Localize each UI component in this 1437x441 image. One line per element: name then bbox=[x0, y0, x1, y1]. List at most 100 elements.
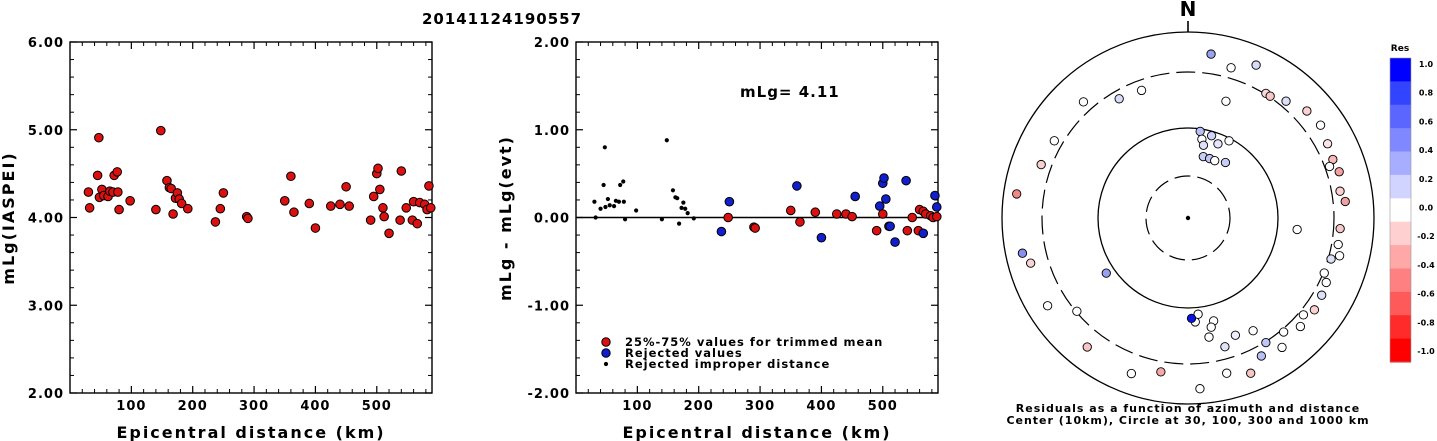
colorbar-cell bbox=[1390, 174, 1411, 199]
panel1-data-point bbox=[375, 184, 385, 195]
colorbar-cell bbox=[1390, 291, 1411, 316]
panel2-trimmed-mean-point bbox=[871, 225, 882, 236]
panel2-rejected-distance-point bbox=[603, 204, 608, 210]
panel2-rejected-distance-point bbox=[598, 206, 603, 211]
panel2-rejected-distance-point bbox=[679, 205, 684, 210]
center-point bbox=[1185, 215, 1191, 221]
colorbar-cell bbox=[1390, 221, 1411, 246]
panel2-rejected-distance-point bbox=[659, 217, 664, 222]
panel1-data-point bbox=[112, 167, 123, 177]
panel1-data-point bbox=[218, 188, 229, 198]
panel1-xtick-label: 500 bbox=[362, 399, 392, 414]
station-residual-marker bbox=[1309, 305, 1320, 315]
colorbar-cell bbox=[1390, 151, 1411, 176]
colorbar-cell bbox=[1390, 198, 1411, 223]
panel2-xtick-label: 500 bbox=[868, 399, 898, 414]
station-residual-marker bbox=[1321, 277, 1331, 288]
station-residual-marker bbox=[1198, 140, 1209, 150]
station-residual-marker bbox=[1156, 367, 1166, 377]
panel2-rejected-value-point bbox=[930, 190, 940, 201]
colorbar-tick-label: -0.6 bbox=[1417, 290, 1435, 299]
panel2-rejected-distance-point bbox=[683, 206, 688, 211]
panel2-trimmed-mean-point bbox=[902, 225, 913, 236]
panel2-rejected-distance-point bbox=[593, 215, 598, 220]
polar-stations bbox=[1012, 49, 1350, 394]
station-residual-marker bbox=[1317, 290, 1327, 300]
panel2-rejected-distance-point bbox=[691, 216, 696, 221]
panel1-data-point bbox=[368, 191, 379, 202]
station-residual-marker bbox=[1322, 139, 1333, 149]
station-residual-marker bbox=[1017, 248, 1028, 258]
station-residual-marker bbox=[1334, 251, 1345, 261]
panel1-xtick-label: 300 bbox=[239, 399, 269, 414]
panel1-data-point bbox=[183, 203, 193, 214]
station-residual-marker bbox=[1256, 351, 1267, 361]
station-residual-marker bbox=[1261, 337, 1271, 348]
station-residual-marker bbox=[1340, 196, 1350, 207]
panel2-ylabel: mLg - mLg(evt) bbox=[496, 135, 515, 301]
panel2-points bbox=[592, 138, 942, 247]
panel1-data-point bbox=[401, 203, 412, 213]
station-residual-marker bbox=[1042, 301, 1053, 311]
station-residual-marker bbox=[1195, 126, 1205, 137]
panel1-xlabel: Epicentral distance (km) bbox=[116, 423, 385, 441]
legend-marker-black bbox=[603, 361, 609, 367]
panel1-data-point bbox=[378, 203, 388, 213]
panel2-trimmed-mean-point bbox=[931, 211, 942, 222]
panel2-rejected-distance-point bbox=[605, 196, 611, 202]
colorbar-tick-label: -0.2 bbox=[1417, 232, 1435, 241]
panel2-rejected-distance-point bbox=[664, 138, 669, 143]
panel2-rejected-distance-point bbox=[670, 188, 676, 193]
panel1-data-point bbox=[384, 228, 394, 239]
panel2-trimmed-mean-point bbox=[907, 212, 918, 223]
panel-mlg-residual: 100 200 300 400 500 -2.00 -1.00 0.00 1.00 2.00 mL… bbox=[496, 36, 942, 441]
panel2-rejected-value-point bbox=[931, 202, 942, 212]
colorbar-cell bbox=[1390, 245, 1411, 270]
station-residual-marker bbox=[1326, 254, 1336, 264]
panel2-trimmed-mean-point bbox=[795, 217, 805, 227]
panel1-data-point bbox=[92, 170, 103, 181]
panel2-rejected-distance-point bbox=[634, 208, 639, 213]
panel1-data-point bbox=[83, 187, 94, 197]
panel1-data-point bbox=[94, 132, 104, 143]
panel2-ytick-label: 2.00 bbox=[534, 36, 570, 51]
panel1-data-point bbox=[286, 171, 296, 182]
panel2-ytick-label: -2.00 bbox=[528, 387, 570, 402]
panel1-data-point bbox=[395, 215, 405, 225]
panel1-xtick-label: 100 bbox=[116, 399, 146, 414]
panel2-rejected-distance-point bbox=[676, 221, 682, 226]
panel1-ylabel: mLg(IASPEI) bbox=[0, 151, 18, 284]
station-residual-marker bbox=[1220, 157, 1231, 168]
panel2-rejected-value-point bbox=[716, 226, 727, 237]
station-residual-marker bbox=[1206, 49, 1216, 59]
panel2-trimmed-mean-point bbox=[831, 209, 842, 219]
panel2-legend: 25%-75% values for trimmed meanRejected … bbox=[601, 335, 882, 371]
panel1-data-point bbox=[310, 223, 321, 233]
station-residual-marker bbox=[1226, 63, 1236, 73]
panel1-data-point bbox=[156, 125, 166, 136]
station-residual-marker bbox=[1114, 94, 1124, 104]
panel1-ytick-label: 2.00 bbox=[28, 387, 64, 402]
panel1-data-point bbox=[279, 196, 290, 206]
panel2-rejected-distance-point bbox=[681, 200, 686, 205]
panel1-data-point bbox=[379, 211, 389, 222]
station-residual-marker bbox=[1222, 368, 1232, 378]
panel1-data-point bbox=[325, 201, 336, 211]
panel2-rejected-distance-point bbox=[616, 199, 622, 204]
panel1-data-point bbox=[84, 203, 95, 213]
legend-label: Rejected values bbox=[625, 346, 743, 360]
colorbar-frame bbox=[1389, 57, 1412, 363]
panel1-data-point bbox=[168, 209, 178, 219]
station-residual-marker bbox=[1278, 327, 1289, 337]
colorbar-cell bbox=[1390, 81, 1411, 106]
colorbar-tick-label: 0.2 bbox=[1419, 175, 1433, 184]
panel1-data-point bbox=[243, 213, 253, 224]
panel2-rejected-value-point bbox=[724, 196, 735, 207]
panel2-rejected-distance-point bbox=[601, 182, 606, 188]
panel2-xlabel: Epicentral distance (km) bbox=[622, 423, 891, 441]
panel2-ticks: 100 200 300 400 500 -2.00 -1.00 0.00 1.00 2.00 bbox=[528, 36, 938, 414]
station-residual-marker bbox=[1126, 368, 1137, 379]
panel2-trimmed-mean-point bbox=[847, 211, 857, 222]
colorbar-tick-label: 0.4 bbox=[1419, 146, 1434, 155]
